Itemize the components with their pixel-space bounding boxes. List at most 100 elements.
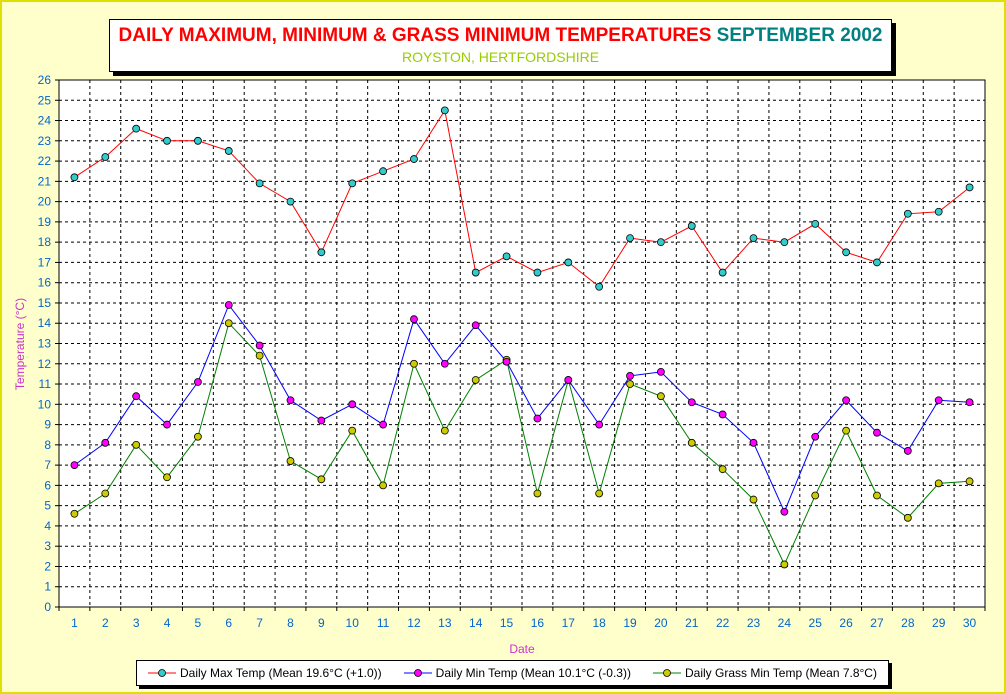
data-point-series-1 <box>224 147 233 155</box>
data-point-series-3 <box>70 509 79 518</box>
chart-title: DAILY MAXIMUM, MINIMUM & GRASS MINIMUM T… <box>110 24 891 48</box>
y-tick-label: 13 <box>38 337 52 351</box>
data-point-series-1 <box>410 155 418 163</box>
y-tick-label: 24 <box>38 114 52 128</box>
title-box: DAILY MAXIMUM, MINIMUM & GRASS MINIMUM T… <box>109 19 892 72</box>
data-point-series-1 <box>132 124 141 133</box>
data-point-series-2 <box>193 378 202 386</box>
data-point-series-3 <box>965 477 974 486</box>
x-tick-label: 11 <box>377 616 390 630</box>
data-point-series-1 <box>718 268 727 277</box>
x-tick-label: 8 <box>287 616 294 630</box>
data-point-series-3 <box>626 380 634 388</box>
data-point-series-1 <box>255 179 264 188</box>
data-point-series-2 <box>749 438 758 447</box>
x-tick-label: 24 <box>778 616 792 630</box>
data-point-series-3 <box>471 376 480 384</box>
data-point-series-2 <box>842 396 850 405</box>
y-tick-label: 14 <box>38 316 52 330</box>
data-point-series-3 <box>934 479 943 488</box>
x-tick-label: 1 <box>71 616 78 630</box>
data-point-series-1 <box>163 136 171 145</box>
x-axis-title: Date <box>509 642 535 656</box>
x-tick-label: 14 <box>469 616 483 630</box>
x-tick-label: 9 <box>318 616 325 630</box>
y-tick-label: 8 <box>44 438 51 452</box>
data-point-series-3 <box>903 513 912 522</box>
y-tick-label: 1 <box>44 580 51 594</box>
x-tick-label: 27 <box>870 616 884 630</box>
x-tick-label: 4 <box>164 616 171 630</box>
y-tick-label: 3 <box>44 539 51 553</box>
y-tick-label: 12 <box>38 357 52 371</box>
data-point-series-3 <box>687 438 696 447</box>
data-point-series-2 <box>934 396 943 405</box>
y-tick-label: 21 <box>38 174 52 188</box>
data-point-series-1 <box>101 153 110 161</box>
x-tick-label: 18 <box>592 616 606 630</box>
data-point-series-1 <box>440 106 449 115</box>
data-point-series-2 <box>533 414 542 423</box>
data-point-series-1 <box>903 209 912 218</box>
legend-label: Daily Min Temp (Mean 10.1°C (-0.3)) <box>435 666 631 680</box>
data-point-series-2 <box>440 359 449 368</box>
data-point-series-1 <box>965 183 974 192</box>
data-point-series-1 <box>471 268 480 277</box>
data-point-series-2 <box>255 341 264 350</box>
data-point-series-1 <box>873 258 881 267</box>
data-point-series-1 <box>317 248 326 257</box>
title-main: DAILY MAXIMUM, MINIMUM & GRASS MINIMUM T… <box>118 25 712 46</box>
data-point-series-3 <box>132 440 141 449</box>
x-tick-label: 20 <box>654 616 668 630</box>
chart-subtitle: ROYSTON, HERTFORDSHIRE <box>401 49 600 65</box>
data-point-series-3 <box>657 392 665 401</box>
y-tick-label: 23 <box>38 134 52 148</box>
y-tick-label: 5 <box>44 499 51 513</box>
x-tick-label: 22 <box>716 616 730 630</box>
y-tick-label: 25 <box>38 93 52 107</box>
data-point-series-1 <box>626 234 634 243</box>
series-line-1 <box>74 109 970 288</box>
y-tick-label: 10 <box>38 397 52 411</box>
legend: Daily Max Temp (Mean 19.6°C (+1.0)) Daily… <box>136 660 889 686</box>
data-point-series-1 <box>70 173 79 182</box>
legend-swatch <box>148 669 176 677</box>
y-tick-label: 22 <box>38 154 52 168</box>
data-point-series-1 <box>379 167 388 176</box>
legend-item: Daily Min Temp (Mean 10.1°C (-0.3)) <box>403 666 631 680</box>
data-point-series-3 <box>873 491 881 500</box>
series-line-3 <box>74 322 970 566</box>
y-tick-label: 11 <box>39 377 52 391</box>
data-point-series-2 <box>657 367 665 376</box>
y-tick-label: 19 <box>38 215 52 229</box>
x-tick-label: 28 <box>901 616 915 630</box>
data-point-series-3 <box>317 475 326 484</box>
y-tick-label: 2 <box>44 559 51 573</box>
y-tick-label: 0 <box>44 600 51 614</box>
data-point-series-1 <box>842 248 850 257</box>
x-tick-label: 25 <box>809 616 823 630</box>
x-tick-label: 7 <box>256 616 263 630</box>
y-tick-label: 7 <box>44 458 51 472</box>
x-tick-label: 26 <box>839 616 853 630</box>
x-tick-label: 5 <box>195 616 202 630</box>
data-point-series-2 <box>224 301 233 309</box>
data-point-series-1 <box>780 238 789 247</box>
x-tick-label: 23 <box>747 616 761 630</box>
y-tick-label: 18 <box>38 235 52 249</box>
data-point-series-3 <box>749 495 758 504</box>
data-point-series-3 <box>718 465 727 474</box>
x-tick-label: 10 <box>346 616 360 630</box>
data-point-series-1 <box>564 258 573 267</box>
data-point-series-3 <box>101 489 110 498</box>
data-point-series-3 <box>193 432 202 441</box>
legend-swatch-marker <box>158 669 166 677</box>
data-point-series-1 <box>934 207 943 216</box>
y-tick-label: 15 <box>38 296 52 310</box>
data-point-series-3 <box>533 489 542 498</box>
y-tick-label: 20 <box>38 195 52 209</box>
legend-swatch <box>403 669 432 677</box>
data-point-series-1 <box>502 252 511 261</box>
data-point-series-3 <box>842 426 850 435</box>
